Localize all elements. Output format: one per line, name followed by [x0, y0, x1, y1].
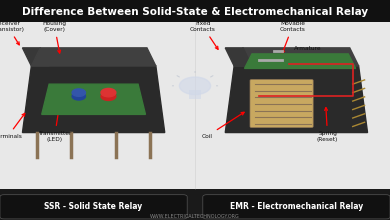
Circle shape [101, 92, 116, 100]
Circle shape [72, 89, 85, 96]
FancyBboxPatch shape [203, 195, 390, 219]
Polygon shape [225, 48, 252, 66]
Circle shape [179, 77, 211, 95]
Circle shape [72, 92, 85, 100]
Text: SSR - Solid State Relay: SSR - Solid State Relay [44, 202, 143, 211]
Polygon shape [245, 54, 356, 68]
Polygon shape [23, 48, 49, 66]
Text: Spring
(Reset): Spring (Reset) [317, 108, 338, 142]
Text: Coil: Coil [201, 112, 244, 139]
FancyBboxPatch shape [0, 189, 390, 220]
Text: Transmitter
(LED): Transmitter (LED) [38, 103, 71, 142]
FancyBboxPatch shape [0, 22, 390, 189]
Text: Difference Between Solid-State & Electromechanical Relay: Difference Between Solid-State & Electro… [22, 7, 368, 17]
Text: Receiver
(Transistor): Receiver (Transistor) [0, 21, 24, 45]
Polygon shape [234, 48, 359, 66]
Polygon shape [42, 84, 145, 114]
Text: Armature: Armature [294, 46, 322, 63]
Text: EMR - Electromechanical Relay: EMR - Electromechanical Relay [230, 202, 363, 211]
Polygon shape [225, 66, 367, 132]
Polygon shape [31, 48, 156, 66]
Text: Terminals: Terminals [0, 113, 25, 139]
FancyBboxPatch shape [0, 0, 390, 22]
Text: WWW.ELECTRICALTECHNOLOGY.ORG: WWW.ELECTRICALTECHNOLOGY.ORG [150, 214, 240, 219]
Text: Movable
Contacts: Movable Contacts [280, 21, 305, 53]
Text: Fixed
Contacts: Fixed Contacts [190, 21, 218, 49]
Text: Housing
(Cover): Housing (Cover) [43, 21, 67, 53]
FancyBboxPatch shape [0, 195, 187, 219]
Circle shape [101, 88, 116, 97]
FancyBboxPatch shape [189, 90, 201, 99]
Polygon shape [23, 66, 165, 132]
FancyBboxPatch shape [250, 79, 313, 128]
